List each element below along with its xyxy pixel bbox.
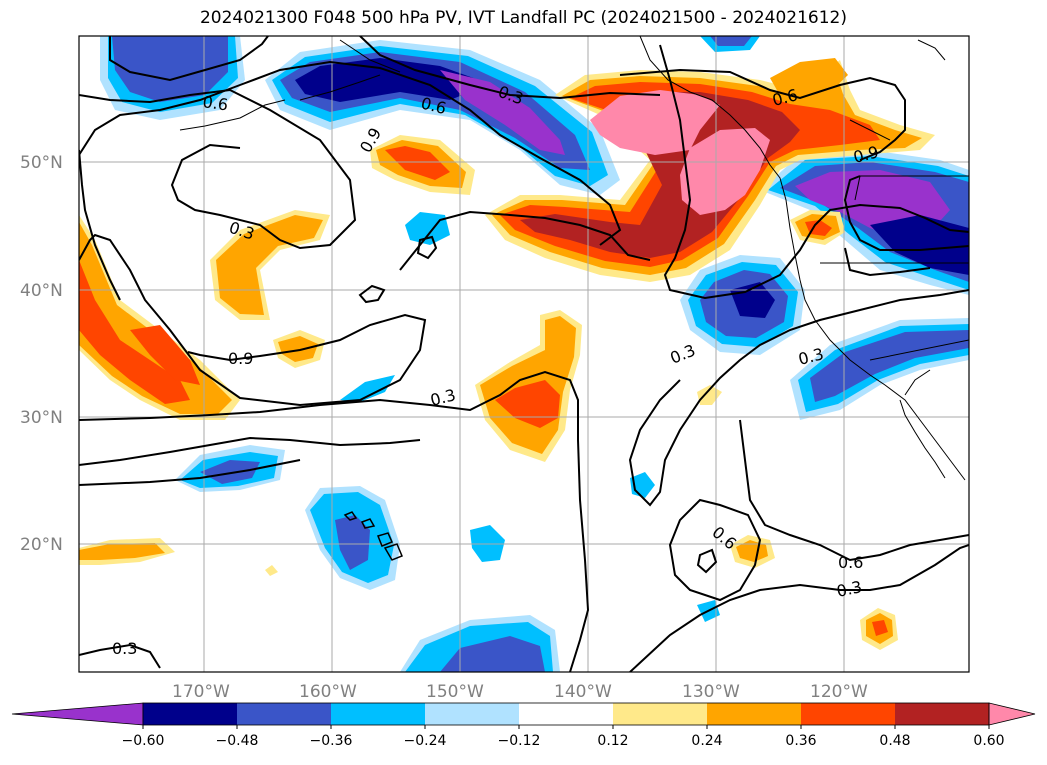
neg-blob-pnw-navy — [870, 215, 969, 275]
lon-label: 160°W — [299, 682, 357, 702]
neg-blob-nw-core — [112, 36, 228, 102]
map-panel: 0.6 0.6 0.3 0.6 0.9 0.3 0.9 0.3 0.3 0.3 … — [79, 36, 969, 672]
colorbar-segment — [331, 703, 426, 725]
colorbar-segment — [425, 703, 520, 725]
colorbar-tick-label: 0.12 — [597, 733, 628, 749]
pos-blob-s6 — [265, 565, 278, 576]
colorbar-tick-label: −0.36 — [310, 733, 353, 749]
lon-label: 120°W — [810, 682, 868, 702]
lon-label: 170°W — [172, 682, 230, 702]
hawaii-islands — [343, 511, 403, 561]
latitude-labels: 50°N 40°N 30°N 20°N — [20, 153, 63, 555]
pos-band-pink-2 — [680, 128, 770, 215]
contour-label: 0.9 — [228, 349, 253, 368]
neg-blob-alaska-top-blue — [710, 36, 752, 46]
colorbar-tick-label: −0.60 — [122, 733, 165, 749]
neg-blob-gulf-alaska-purple — [440, 70, 565, 155]
colorbar-tick-label: −0.12 — [498, 733, 541, 749]
colorbar-segment — [613, 703, 708, 725]
longitude-labels: 170°W 160°W 150°W 140°W 130°W 120°W — [172, 682, 868, 702]
colorbar-segment — [895, 703, 990, 725]
colorbar-segment — [519, 703, 614, 725]
neg-blob-hawaii-blue — [335, 515, 370, 570]
colorbar-segment — [801, 703, 896, 725]
pos-blob-w-red-2 — [130, 325, 200, 385]
lon-label: 140°W — [554, 682, 612, 702]
neg-blob-south-blue — [440, 636, 545, 672]
contour-label: 0.6 — [201, 92, 229, 114]
colorbar-tick-label: 0.48 — [879, 733, 910, 749]
neg-blob-central-1-blue — [200, 460, 260, 484]
colorbar-segment — [707, 703, 802, 725]
colorbar-tick-label: 0.60 — [973, 733, 1004, 749]
colorbar-tick-labels: −0.60 −0.48 −0.36 −0.24 −0.12 0.12 0.24 0.36 0.4… — [122, 725, 1005, 749]
colorbar-frame — [142, 702, 990, 726]
colorbar-extend-left — [11, 702, 144, 726]
contour-label: 0.6 — [838, 553, 863, 572]
lat-label: 40°N — [20, 281, 63, 301]
colorbar-extend-right — [988, 702, 1036, 726]
positive-anomaly-regions — [79, 58, 935, 650]
pos-blob-s3-red — [872, 620, 888, 636]
pos-blob-s1-orange — [79, 543, 165, 560]
colorbar-tick-label: 0.36 — [785, 733, 816, 749]
pos-band-pink — [590, 90, 720, 155]
contour-label: 0.3 — [835, 577, 864, 601]
colorbar — [11, 702, 1036, 726]
pos-blob-ga-red — [385, 146, 450, 180]
pos-blob-w-red — [79, 260, 190, 404]
lon-label: 150°W — [426, 682, 484, 702]
lat-label: 50°N — [20, 153, 63, 173]
contour-label: 0.3 — [112, 639, 137, 658]
colorbar-tick-label: −0.24 — [404, 733, 447, 749]
neg-blob-small-5 — [340, 375, 395, 402]
pos-blob-m1-orange — [278, 336, 318, 362]
map-frame — [78, 35, 970, 673]
colorbar-segment — [237, 703, 332, 725]
colorbar-tick-label: 0.24 — [691, 733, 722, 749]
pv-contours — [79, 36, 969, 672]
figure-title: 2024021300 F048 500 hPa PV, IVT Landfall… — [199, 8, 847, 28]
pos-blob-ce-red — [495, 380, 560, 428]
negative-anomaly-regions — [100, 36, 969, 672]
neg-blob-offshore-navy — [730, 282, 775, 318]
graticule — [79, 36, 969, 672]
pos-blob-s2-orange — [736, 540, 768, 562]
colorbar-segment — [143, 703, 238, 725]
lat-label: 20°N — [20, 535, 63, 555]
lat-label: 30°N — [20, 408, 63, 428]
colorbar-tick-label: −0.48 — [216, 733, 259, 749]
lon-label: 130°W — [682, 682, 740, 702]
